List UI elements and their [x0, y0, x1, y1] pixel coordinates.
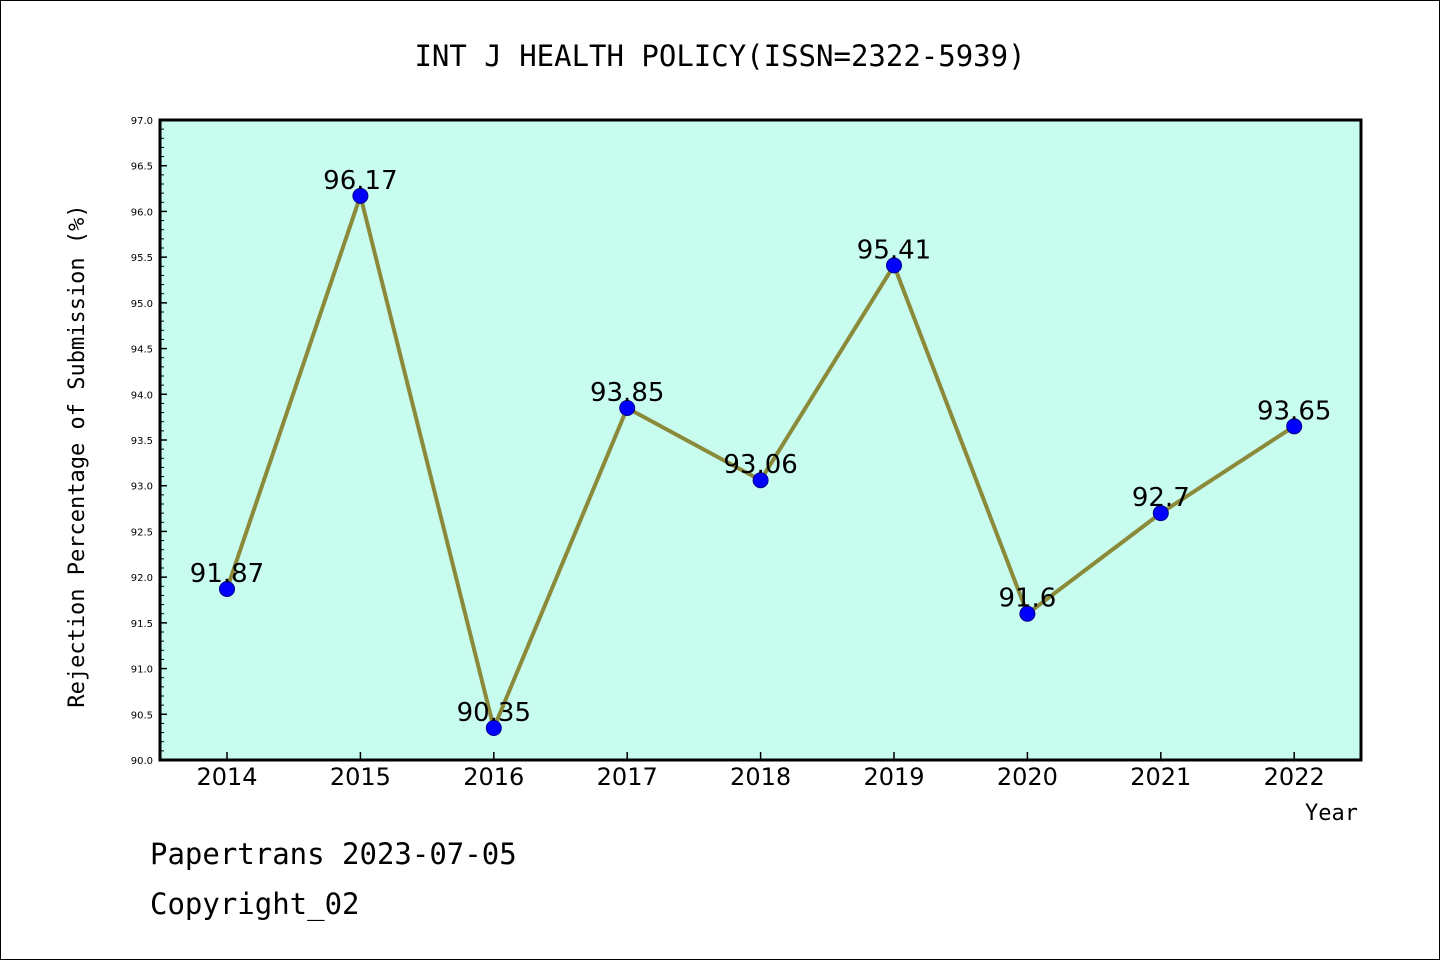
x-tick-label: 2016: [463, 763, 524, 791]
data-label: 90.35: [457, 698, 531, 728]
y-tick-label: 92.5: [131, 527, 153, 538]
x-tick-label: 2020: [997, 763, 1058, 791]
data-label: 92.7: [1132, 483, 1190, 513]
data-point: [886, 257, 902, 274]
y-tick-label: 90.5: [131, 710, 153, 721]
y-tick-label: 95.0: [131, 299, 153, 310]
plot-border: [158, 118, 1363, 762]
x-tick-label: 2015: [330, 763, 391, 791]
data-point: [219, 581, 235, 598]
data-point: [1019, 605, 1036, 622]
x-tick-label: 2021: [1130, 763, 1191, 791]
x-axis-label: Year: [1305, 801, 1358, 826]
y-tick-label: 91.0: [131, 665, 153, 676]
data-label: 91.6: [998, 584, 1056, 614]
y-tick-label: 94.0: [131, 390, 153, 401]
data-point: [352, 187, 369, 204]
x-tick-label: 2018: [730, 763, 791, 791]
x-axis: 2014 2015 2016 2017 2018 2019 2020 2021 2022: [196, 752, 1325, 791]
y-tick-label: 93.0: [131, 482, 153, 493]
x-tick-label: 2022: [1264, 763, 1325, 791]
y-tick-label: 96.0: [131, 207, 153, 218]
data-point: [485, 720, 502, 736]
y-axis-label: Rejection Percentage of Submission (%): [65, 204, 90, 707]
data-point: [752, 472, 769, 489]
data-label: 91.87: [190, 559, 264, 589]
y-tick-label: 96.5: [131, 162, 153, 173]
data-labels: 91.87 96.17 90.35 93.85 93.06 95.41 91.6 92.7 93…: [190, 166, 1332, 728]
y-tick-label: 93.5: [131, 436, 153, 447]
y-tick-label: 91.5: [131, 619, 153, 630]
data-point: [1286, 418, 1303, 435]
data-label: 96.17: [323, 166, 397, 196]
y-tick-label: 95.5: [131, 253, 153, 264]
plot-area: [160, 120, 1361, 760]
y-tick-label: 92.0: [131, 573, 153, 584]
data-point: [619, 400, 636, 416]
y-tick-label: 94.5: [131, 345, 153, 356]
data-points: [219, 187, 1303, 736]
data-label: 93.06: [723, 450, 797, 480]
chart-title: INT J HEALTH POLICY(ISSN=2322-5939): [414, 39, 1025, 73]
data-label: 93.85: [590, 378, 664, 408]
footer-date: Papertrans 2023-07-05: [150, 837, 517, 871]
footer-copyright: Copyright_02: [150, 887, 360, 922]
x-tick-label: 2017: [597, 763, 658, 791]
data-label: 95.41: [857, 235, 931, 265]
x-tick-label: 2014: [196, 763, 257, 791]
y-tick-label: 97.0: [131, 116, 153, 127]
data-point: [1152, 505, 1169, 522]
x-tick-label: 2019: [863, 763, 924, 791]
y-tick-label: 90.0: [131, 756, 153, 767]
data-label: 93.65: [1257, 396, 1331, 426]
